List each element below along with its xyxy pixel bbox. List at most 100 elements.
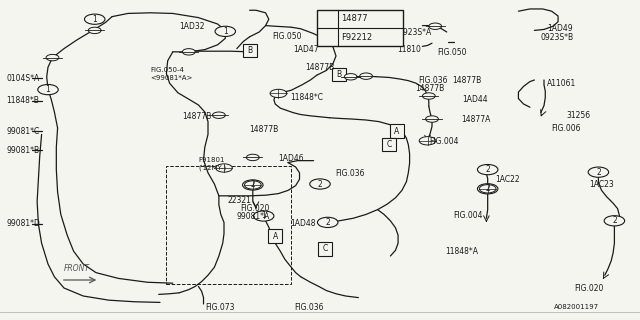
Circle shape [215, 26, 236, 36]
Circle shape [253, 211, 274, 221]
Circle shape [479, 185, 496, 193]
Text: 2: 2 [612, 216, 617, 225]
Circle shape [88, 27, 101, 34]
Text: 1AD46: 1AD46 [278, 154, 304, 163]
Text: 14877B: 14877B [305, 63, 335, 72]
Circle shape [216, 164, 232, 172]
Text: 11810: 11810 [397, 45, 420, 54]
Text: C: C [323, 244, 328, 253]
Circle shape [360, 73, 372, 79]
Text: <99081*A>: <99081*A> [150, 76, 193, 81]
Text: FIG.036: FIG.036 [335, 169, 365, 178]
Text: 2: 2 [250, 180, 255, 189]
Circle shape [244, 181, 261, 189]
Circle shape [604, 216, 625, 226]
Text: 14877A: 14877A [461, 115, 490, 124]
Circle shape [46, 54, 59, 61]
Text: 14877B: 14877B [415, 84, 444, 92]
Text: 22321: 22321 [227, 196, 251, 204]
Circle shape [38, 84, 58, 95]
Text: 11848*A: 11848*A [445, 247, 478, 256]
Text: C: C [387, 140, 392, 149]
Text: 1AD49: 1AD49 [547, 24, 573, 33]
Text: 99081*C: 99081*C [6, 127, 40, 136]
Text: 1AD32: 1AD32 [179, 22, 205, 31]
Text: 1: 1 [261, 212, 266, 220]
Circle shape [429, 23, 442, 29]
Text: B: B [337, 70, 342, 79]
Text: 1AC22: 1AC22 [495, 175, 519, 184]
Text: FIG.020: FIG.020 [240, 204, 269, 213]
Text: 11848*B: 11848*B [6, 96, 39, 105]
Bar [332, 68, 346, 81]
Circle shape [212, 112, 225, 118]
Circle shape [419, 137, 436, 145]
Bar [166, 166, 291, 284]
Circle shape [426, 116, 438, 122]
Text: 1: 1 [92, 15, 97, 24]
Text: A11061: A11061 [547, 79, 577, 88]
Text: FRONT: FRONT [64, 264, 90, 273]
Text: FIG.036: FIG.036 [419, 76, 448, 85]
Text: 0923S*B: 0923S*B [541, 33, 574, 42]
Text: 2: 2 [317, 180, 323, 188]
Text: 14877B: 14877B [452, 76, 481, 85]
Circle shape [344, 74, 357, 80]
Bar [243, 44, 257, 57]
Text: 14877: 14877 [341, 14, 368, 23]
Text: F91801: F91801 [198, 157, 225, 163]
Circle shape [319, 33, 335, 41]
Circle shape [477, 164, 498, 175]
Text: A082001197: A082001197 [554, 304, 599, 310]
Text: A: A [273, 232, 278, 241]
Text: 1AC23: 1AC23 [589, 180, 614, 188]
Text: 2: 2 [325, 218, 330, 227]
Text: 11848*C: 11848*C [290, 93, 323, 102]
Bar [318, 242, 332, 256]
Text: 1: 1 [223, 27, 228, 36]
Text: 0923S*A: 0923S*A [398, 28, 431, 36]
Text: F92212: F92212 [341, 33, 372, 42]
Text: 2: 2 [485, 184, 490, 193]
Text: 99081*B: 99081*B [6, 146, 40, 155]
Text: 1: 1 [45, 85, 51, 94]
Bar [382, 138, 396, 151]
Circle shape [243, 180, 263, 190]
Circle shape [270, 89, 287, 98]
Text: FIG.004: FIG.004 [453, 211, 483, 220]
Text: FIG.050: FIG.050 [437, 48, 467, 57]
Bar [268, 229, 282, 243]
Text: FIG.004: FIG.004 [429, 137, 458, 146]
Text: FIG.036: FIG.036 [294, 303, 324, 312]
Text: 31256: 31256 [566, 111, 591, 120]
Text: 2: 2 [485, 165, 490, 174]
Text: B: B [247, 46, 252, 55]
Circle shape [422, 93, 435, 99]
Circle shape [317, 217, 338, 228]
Circle shape [588, 167, 609, 177]
Text: FIG.073: FIG.073 [205, 303, 234, 312]
Circle shape [84, 14, 105, 24]
Circle shape [246, 154, 259, 161]
Text: 2: 2 [596, 168, 601, 177]
Circle shape [477, 184, 498, 194]
Text: 1AD48: 1AD48 [290, 220, 316, 228]
Text: 0104S*A: 0104S*A [6, 74, 40, 83]
Text: 99081*A: 99081*A [237, 212, 270, 221]
Text: FIG.050-4: FIG.050-4 [150, 68, 184, 73]
Bar [317, 10, 403, 46]
Text: 1AD44: 1AD44 [462, 95, 488, 104]
Circle shape [182, 49, 195, 55]
Text: FIG.006: FIG.006 [552, 124, 581, 132]
Text: A: A [394, 127, 399, 136]
Text: 99081*D: 99081*D [6, 220, 40, 228]
Text: 1: 1 [324, 16, 330, 22]
Text: 14877B: 14877B [250, 125, 279, 134]
Text: 2: 2 [325, 34, 329, 40]
Text: 14877B: 14877B [182, 112, 212, 121]
Circle shape [310, 179, 330, 189]
Text: ('12MY-): ('12MY-) [198, 164, 227, 171]
Circle shape [319, 15, 335, 23]
Text: FIG.050: FIG.050 [272, 32, 301, 41]
Bar [390, 124, 404, 138]
